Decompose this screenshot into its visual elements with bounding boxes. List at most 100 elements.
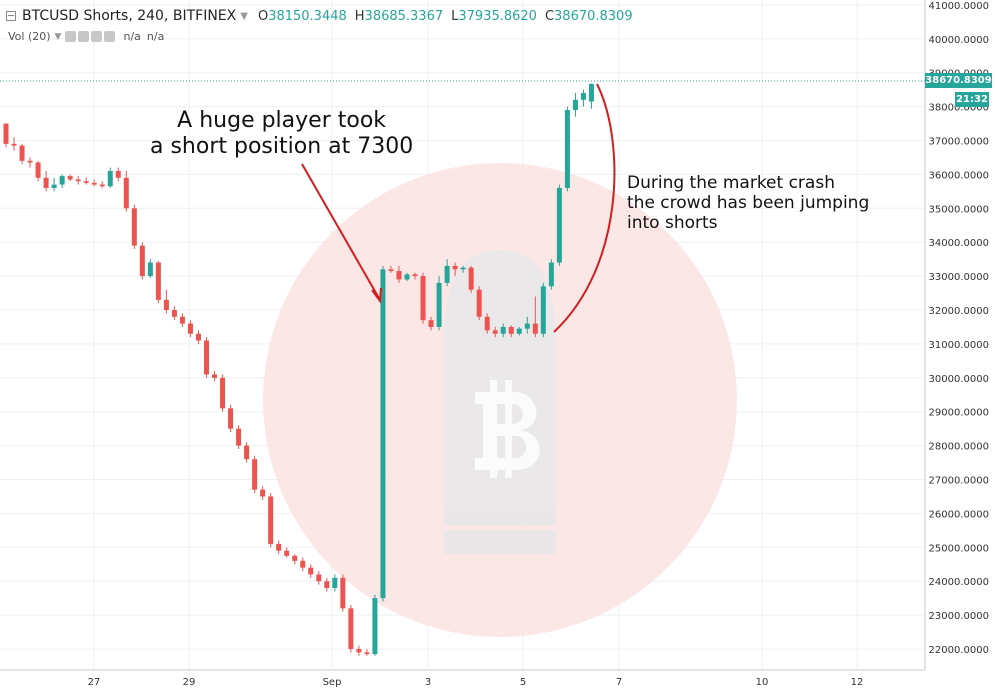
candle xyxy=(556,184,562,266)
candle-body xyxy=(452,265,458,270)
candle-body xyxy=(163,299,169,310)
annotation-line: A huge player took xyxy=(177,108,387,133)
candle-body xyxy=(420,276,426,321)
candle xyxy=(420,272,426,324)
x-tick-label: 7 xyxy=(616,677,622,688)
candle-body xyxy=(123,177,129,209)
candle xyxy=(212,371,218,382)
settings-icon[interactable] xyxy=(65,31,77,42)
candle-body xyxy=(404,274,410,280)
candle-body xyxy=(516,328,522,334)
candle xyxy=(163,289,169,314)
candle-body xyxy=(260,489,266,497)
candle xyxy=(43,171,49,192)
symbol-title[interactable]: BTCUSD Shorts, 240, BITFINEX xyxy=(22,8,237,24)
annotation-line: a short position at 7300 xyxy=(150,134,414,159)
candle-body xyxy=(236,428,242,446)
close-label: C xyxy=(544,8,555,24)
candle-body xyxy=(27,160,33,163)
candle xyxy=(572,93,578,117)
candle xyxy=(244,442,250,463)
y-tick-label: 30000.0000 xyxy=(929,374,989,385)
candle-body xyxy=(356,649,362,653)
candle-body xyxy=(252,459,258,490)
close-value: 38670.8309 xyxy=(554,8,633,24)
countdown-tag: 21:32 xyxy=(955,92,989,107)
candle xyxy=(187,320,193,338)
arrow-left-head xyxy=(371,287,382,304)
candle-body xyxy=(324,581,330,588)
candle xyxy=(356,645,362,656)
candle-body xyxy=(11,143,17,146)
candle xyxy=(484,313,490,334)
low-value: 37935.8620 xyxy=(458,8,537,24)
open-value: 38150.3448 xyxy=(268,8,347,24)
chevron-down-icon[interactable]: ▼ xyxy=(54,31,62,42)
candle xyxy=(540,282,546,338)
x-tick-label: 3 xyxy=(425,677,431,688)
candle-body xyxy=(508,326,514,334)
candle-body xyxy=(316,574,322,582)
candle-body xyxy=(91,182,97,185)
candle xyxy=(476,286,482,321)
candle xyxy=(516,326,522,336)
volume-value-2: n/a xyxy=(146,30,165,43)
volume-label[interactable]: Vol (20) xyxy=(8,30,51,43)
visibility-icon[interactable] xyxy=(78,31,90,42)
candle-body xyxy=(476,289,482,317)
candle xyxy=(412,272,418,280)
y-tick-label: 23000.0000 xyxy=(929,611,989,622)
candle-body xyxy=(308,567,314,575)
candle xyxy=(500,323,506,338)
high-value: 38685.3367 xyxy=(364,8,444,24)
candle-body xyxy=(59,176,65,185)
candle xyxy=(139,242,145,280)
y-tick-label: 31000.0000 xyxy=(929,340,989,351)
candle xyxy=(548,259,554,290)
candle-body xyxy=(468,267,474,290)
candle xyxy=(380,265,386,602)
candle-body xyxy=(292,555,298,561)
candle xyxy=(580,89,586,107)
candle-body xyxy=(500,326,506,334)
candle xyxy=(260,486,266,500)
candle xyxy=(524,316,530,334)
candle-body xyxy=(212,374,218,378)
y-tick-label: 29000.0000 xyxy=(929,408,989,419)
candle xyxy=(396,265,402,283)
chevron-down-icon[interactable]: ▼ xyxy=(240,10,248,22)
candle xyxy=(27,157,33,168)
x-tick-label: 10 xyxy=(756,677,769,688)
open-label: O xyxy=(257,8,269,24)
candle xyxy=(83,177,89,185)
candle xyxy=(404,272,410,282)
y-tick-label: 36000.0000 xyxy=(929,170,989,181)
add-icon[interactable] xyxy=(91,31,103,42)
annotation-arrows xyxy=(301,83,616,333)
collapse-icon[interactable] xyxy=(6,11,16,21)
candle-body xyxy=(179,316,185,324)
candle-body xyxy=(195,333,201,341)
candle xyxy=(316,571,322,585)
annotation-line: the crowd has been jumping xyxy=(627,193,870,213)
candle-body xyxy=(107,171,113,187)
y-tick-label: 38000.0000 xyxy=(929,103,989,114)
y-tick-label: 22000.0000 xyxy=(929,645,989,656)
candle xyxy=(284,547,290,558)
y-tick-label: 40000.0000 xyxy=(929,35,989,46)
candle xyxy=(115,167,121,182)
candle xyxy=(35,160,41,182)
x-tick-label: 29 xyxy=(183,677,196,688)
candle-body xyxy=(572,99,578,110)
candle-body xyxy=(244,445,250,460)
y-tick-label: 33000.0000 xyxy=(929,272,989,283)
time-axis-panel xyxy=(0,670,995,693)
candle xyxy=(179,313,185,327)
y-tick-label: 37000.0000 xyxy=(929,137,989,148)
annotation-crowd: During the market crash the crowd has be… xyxy=(627,173,869,233)
candle xyxy=(452,262,458,277)
candle xyxy=(99,181,105,188)
candle xyxy=(220,374,226,412)
close-icon[interactable] xyxy=(104,31,116,42)
